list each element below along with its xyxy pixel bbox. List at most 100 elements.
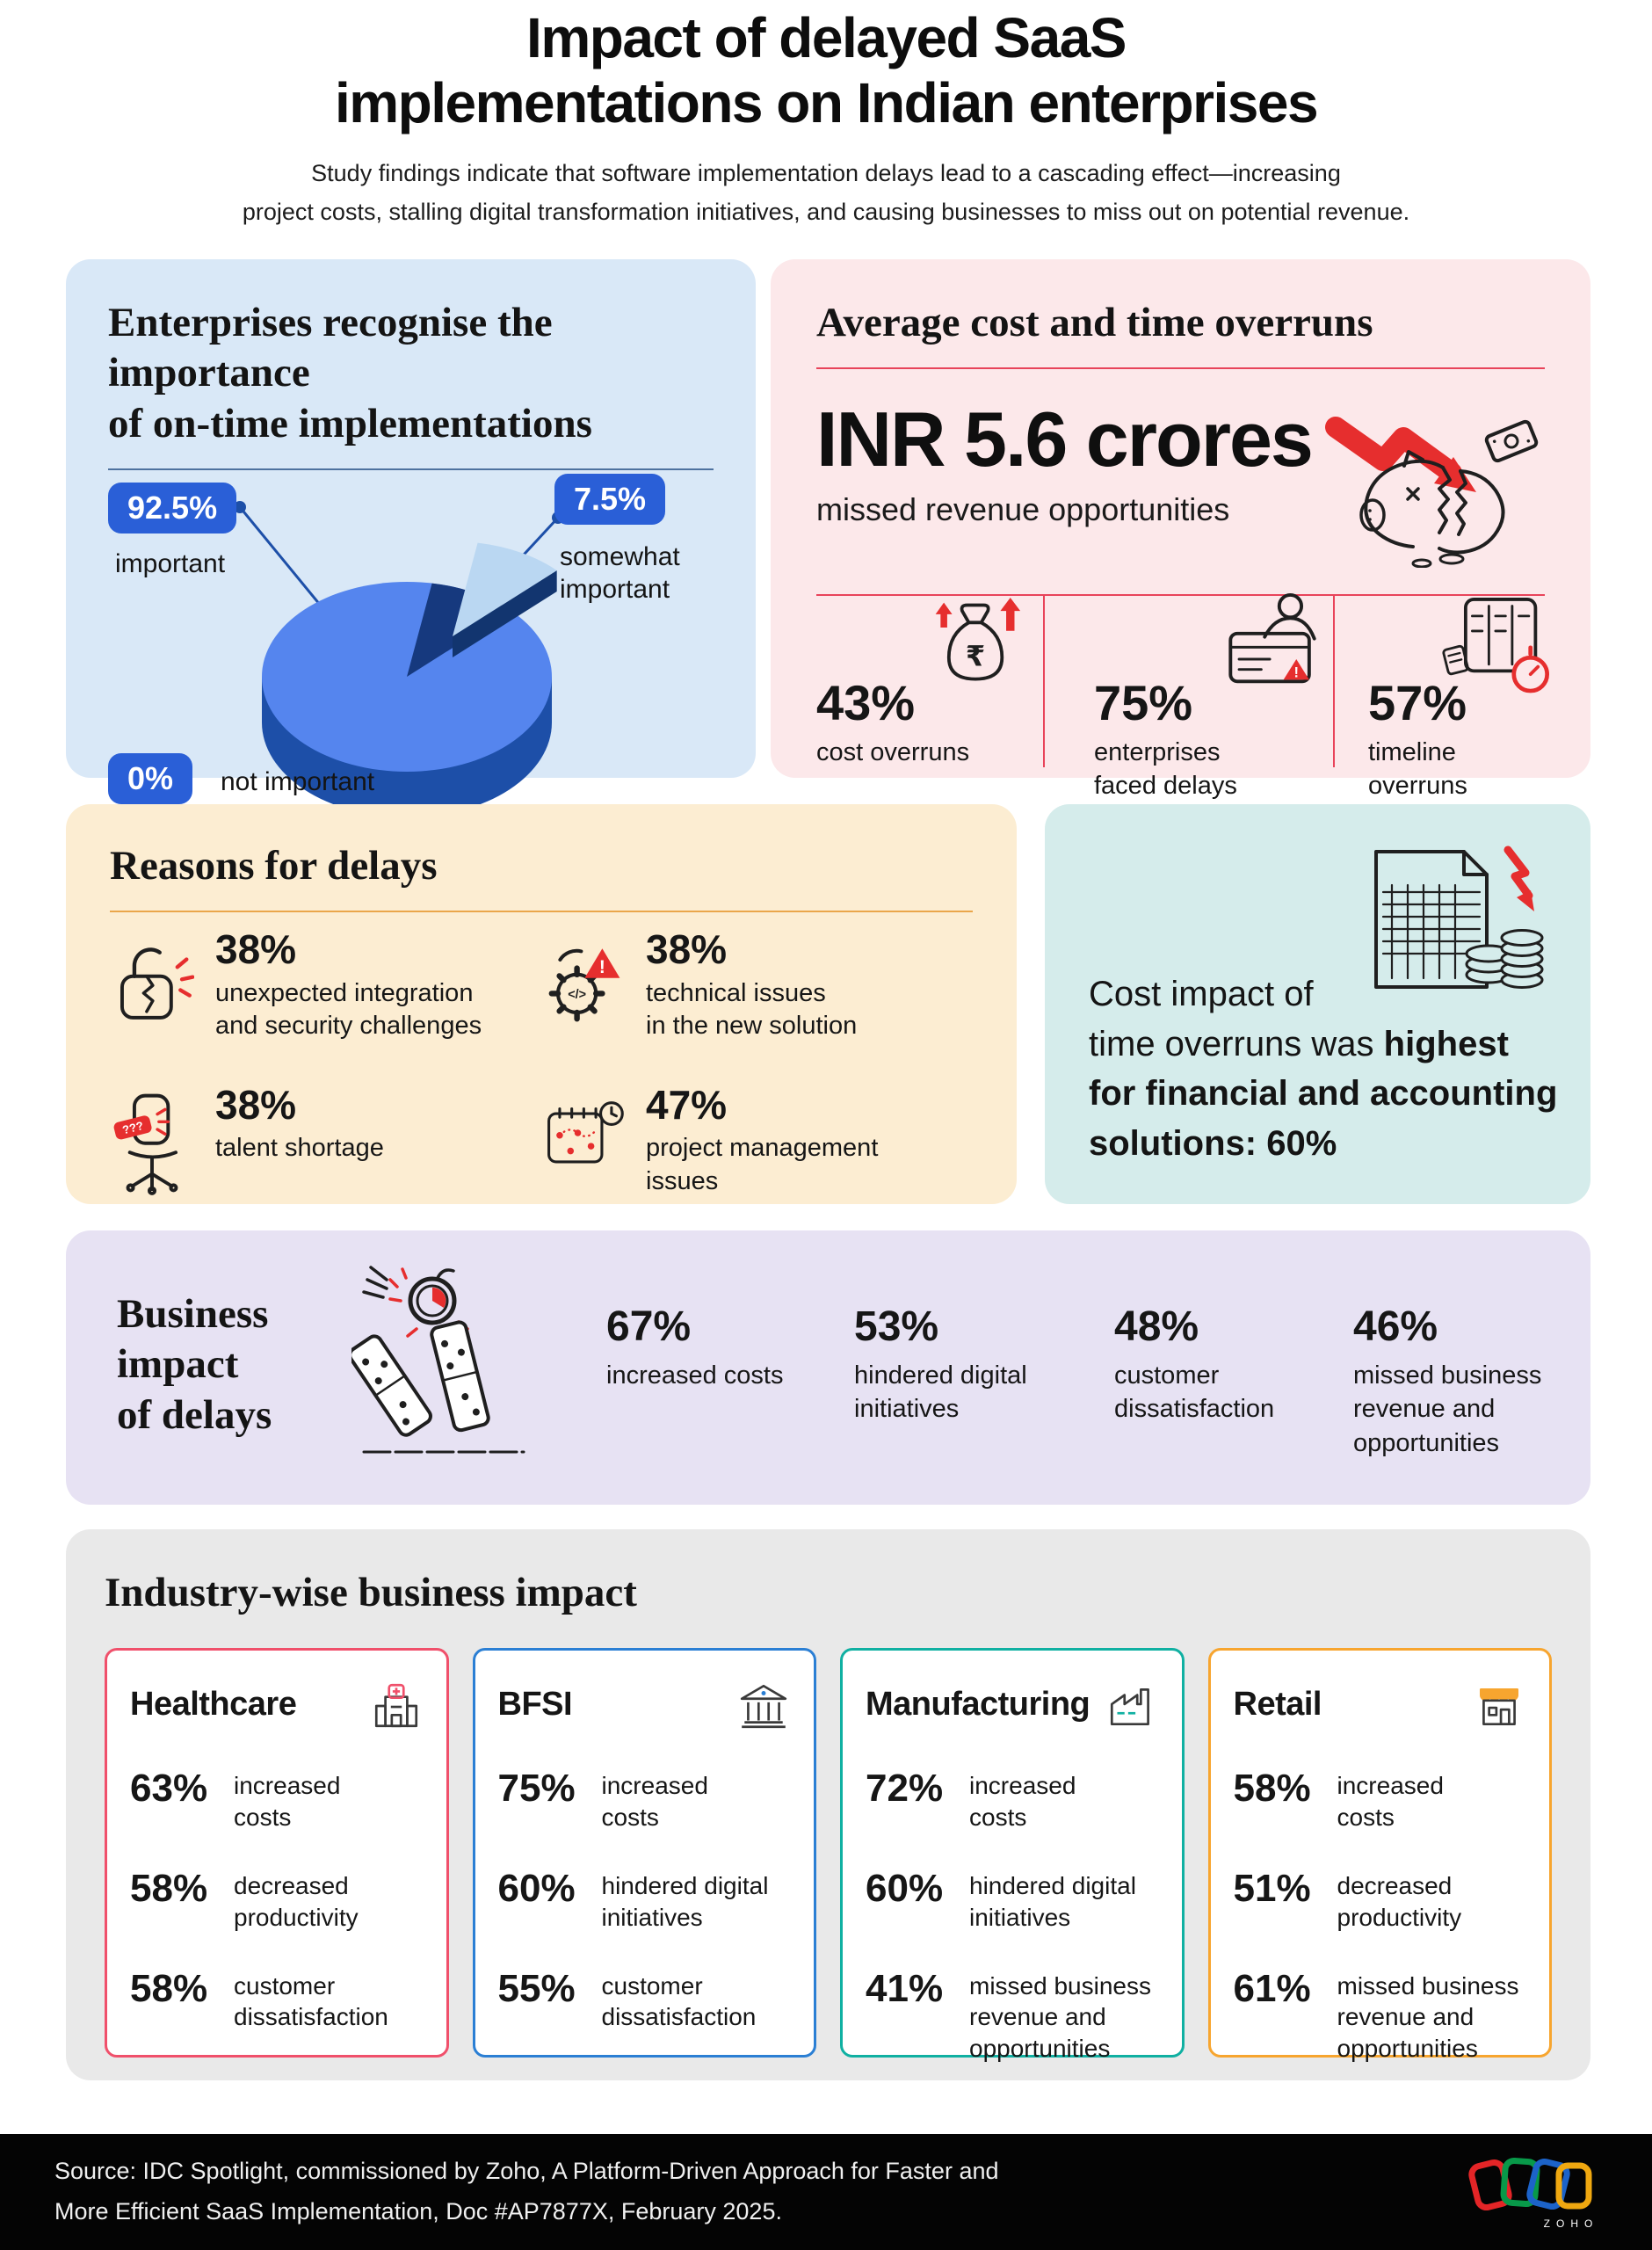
bank-icon <box>740 1685 787 1729</box>
footer: Source: IDC Spotlight, commissioned by Z… <box>0 2134 1652 2250</box>
reasons-panel: Reasons for delays 38% unexpected integr… <box>66 804 1017 1204</box>
stat-value: 67% <box>606 1303 692 1350</box>
reasons-heading: Reasons for delays <box>110 843 438 889</box>
stat-timeline-overruns: 57% timeline overruns <box>1333 596 1550 800</box>
card-stat-label: customer dissatisfaction <box>234 1971 388 2031</box>
card-stat-label: increased costs <box>1337 1772 1444 1832</box>
reason-integration-security: 38% unexpected integration and security … <box>110 928 540 1043</box>
importance-panel: Enterprises recognise the importance of … <box>66 259 756 817</box>
reason-project-management: 47% project management issues <box>540 1084 973 1200</box>
person-delay-icon: ! <box>1228 593 1316 684</box>
business-impact-stats: 67% increased costs 53% hindered digital… <box>606 1230 1555 1460</box>
cost-impact-text: Cost impact of time overruns was highest… <box>1089 969 1563 1169</box>
card-title: BFSI <box>497 1686 573 1724</box>
card-title: Retail <box>1233 1686 1322 1724</box>
importance-pie-chart: 92.5% important 7.5% somewhat important … <box>108 473 714 834</box>
card-stat-label: hindered digital initiatives <box>969 1871 1136 1931</box>
industry-heading: Industry-wise business impact <box>105 1570 637 1615</box>
piggy-bank-broken-icon <box>1325 417 1539 569</box>
stat-hindered-digital: 53% hindered digital initiatives <box>854 1230 1114 1460</box>
header: Impact of delayed SaaS implementations o… <box>0 5 1652 232</box>
vacant-chair-icon: ??? <box>113 1093 178 1195</box>
pie-chart-graphic <box>234 500 564 817</box>
card-stat-value: 58% <box>130 1866 208 1910</box>
broken-lock-icon <box>120 947 194 1020</box>
headline-value: INR 5.6 crores <box>816 396 1314 483</box>
card-stat-label: increased costs <box>601 1772 708 1832</box>
page-subtitle: Study findings indicate that software im… <box>242 160 1410 226</box>
stat-increased-costs: 67% increased costs <box>606 1230 854 1460</box>
card-stat-label: missed business revenue and opportunitie… <box>969 1971 1151 2063</box>
overruns-panel: Average cost and time overruns INR 5.6 c… <box>771 259 1590 800</box>
card-title: Healthcare <box>130 1686 297 1724</box>
gear-warning-icon: </> ! <box>548 948 620 1022</box>
card-manufacturing: Manufacturing 72% increased costs 60% hind… <box>840 1648 1185 2062</box>
pie-value-badge-important: 92.5% <box>108 482 237 533</box>
overruns-heading: Average cost and time overruns <box>816 300 1373 345</box>
source-citation: Source: IDC Spotlight, commissioned by Z… <box>54 2158 999 2225</box>
industry-cards: Healthcare 63% increased costs 58% decreas… <box>105 1648 1552 2062</box>
card-stat-value: 72% <box>866 1767 944 1811</box>
stat-enterprises-delays: ! 75% enterprises faced delays <box>1043 593 1333 800</box>
timeline-overrun-icon <box>1442 598 1550 693</box>
card-stat-label: increased costs <box>234 1772 341 1832</box>
card-stat-value: 58% <box>130 1966 208 2010</box>
card-title: Manufacturing <box>866 1686 1090 1724</box>
stat-customer-dissatisfaction: 48% customer dissatisfaction <box>1114 1230 1353 1460</box>
card-stat-value: 61% <box>1233 1966 1311 2010</box>
pie-label-somewhat-important: somewhat important <box>560 541 680 605</box>
card-stat-value: 58% <box>1233 1767 1311 1811</box>
svg-text:???: ??? <box>121 1119 145 1136</box>
heading-divider <box>110 911 973 913</box>
storefront-icon <box>1479 1688 1519 1726</box>
cost-impact-text-normal: Cost impact of time overruns was <box>1089 974 1374 1063</box>
reason-value: 38% <box>646 926 728 973</box>
card-stat-value: 60% <box>866 1866 944 1910</box>
pie-value-badge-somewhat-important: 7.5% <box>554 473 666 525</box>
industry-panel: Industry-wise business impact Healthcare <box>66 1529 1590 2080</box>
reason-technical-issues: </> ! 38% technical issues in the new so… <box>540 928 973 1043</box>
page-title: Impact of delayed SaaS implementations o… <box>334 6 1319 135</box>
reason-value: 38% <box>215 1082 297 1128</box>
svg-text:!: ! <box>1293 664 1299 681</box>
card-stat-label: missed business revenue and opportunitie… <box>1337 1971 1519 2063</box>
card-stat-value: 55% <box>497 1966 576 2010</box>
section-divider <box>816 594 1545 597</box>
reason-label: unexpected integration and security chal… <box>215 978 482 1041</box>
stat-value: 48% <box>1114 1303 1199 1350</box>
money-bag-icon: ₹ <box>935 598 1021 681</box>
card-healthcare: Healthcare 63% increased costs 58% decreas… <box>105 1648 449 2058</box>
card-stat-value: 75% <box>497 1767 576 1811</box>
hospital-icon <box>374 1684 417 1728</box>
heading-divider <box>816 367 1545 370</box>
importance-heading: Enterprises recognise the importance of … <box>108 300 592 446</box>
business-impact-panel: Business impact of delays <box>66 1230 1590 1505</box>
pie-label-not-important: not important <box>221 766 375 796</box>
stat-label: missed business revenue and opportunitie… <box>1353 1361 1542 1457</box>
stat-value: 53% <box>854 1303 939 1350</box>
reason-label: talent shortage <box>215 1134 384 1163</box>
svg-text:</>: </> <box>568 988 586 1002</box>
stat-value: 75% <box>1094 675 1193 731</box>
reason-value: 38% <box>215 926 297 973</box>
stat-label: enterprises faced delays <box>1094 738 1237 801</box>
reason-label: technical issues in the new solution <box>646 978 858 1041</box>
business-impact-heading: Business impact of delays <box>117 1291 272 1438</box>
card-retail: Retail 58% increased costs 51% decreased p… <box>1207 1648 1552 2062</box>
stat-label: increased costs <box>606 1361 784 1390</box>
overrun-stats: ₹ 43% cost overruns ! 75% ente <box>816 593 1550 800</box>
stat-label: hindered digital initiatives <box>854 1361 1027 1424</box>
cost-impact-panel: Cost impact of time overruns was highest… <box>1045 804 1590 1204</box>
headline-label: missed revenue opportunities <box>816 490 1230 527</box>
zoho-logo: ZOHO <box>1468 2157 1592 2230</box>
reason-label: project management issues <box>646 1134 879 1195</box>
stat-cost-overruns: ₹ 43% cost overruns <box>816 596 1043 767</box>
svg-text:!: ! <box>599 958 605 978</box>
card-stat-label: decreased productivity <box>234 1871 359 1931</box>
card-stat-value: 51% <box>1233 1866 1311 1910</box>
card-bfsi: BFSI 75% increased costs 60% hindered digi… <box>472 1648 816 2058</box>
spreadsheet-coins-icon <box>1374 846 1544 989</box>
pie-label-important: important <box>115 548 226 578</box>
overruns-headline: INR 5.6 crores missed revenue opportunit… <box>816 396 1545 594</box>
